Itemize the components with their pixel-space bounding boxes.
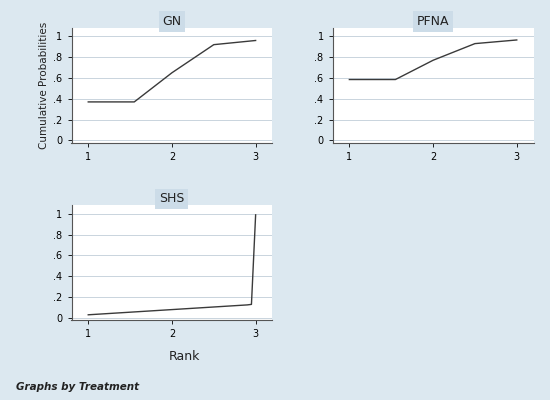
Title: GN: GN [162, 15, 182, 28]
Y-axis label: Cumulative Probabilities: Cumulative Probabilities [39, 22, 49, 149]
Title: PFNA: PFNA [417, 15, 449, 28]
Text: Rank: Rank [168, 350, 200, 363]
Title: SHS: SHS [160, 192, 185, 206]
Text: Graphs by Treatment: Graphs by Treatment [16, 382, 140, 392]
